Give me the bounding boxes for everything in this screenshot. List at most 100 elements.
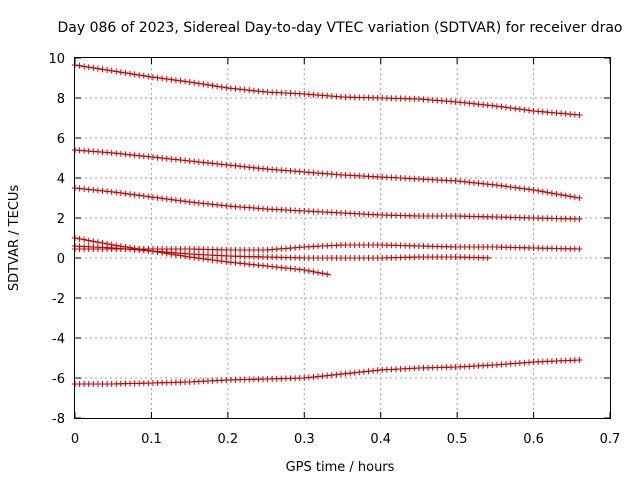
series-satellite-2 [72, 147, 583, 201]
data-point [214, 83, 221, 90]
data-point [200, 81, 207, 88]
data-point [177, 252, 184, 259]
data-point [204, 81, 211, 88]
x-tick-labels: 0 0.1 0.2 0.3 0.4 0.5 0.6 0.7 [71, 432, 620, 447]
data-point [81, 236, 88, 243]
data-point [576, 216, 583, 222]
data-point [525, 186, 532, 193]
data-point [117, 69, 124, 76]
data-point [163, 76, 170, 82]
series-satellite-1 [72, 62, 583, 118]
data-point [558, 191, 565, 198]
data-point [507, 184, 514, 190]
data-point [85, 64, 92, 71]
data-point [182, 253, 189, 260]
y-tick-label: -8 [52, 412, 65, 427]
data-point [186, 79, 193, 85]
data-point [145, 193, 152, 200]
data-point [516, 106, 523, 113]
data-point [191, 254, 198, 261]
data-point [191, 79, 198, 86]
data-point [127, 244, 134, 251]
data-point [503, 104, 510, 111]
data-point [539, 188, 546, 195]
y-tick-label: -4 [52, 332, 65, 347]
y-tick-label: 10 [48, 52, 65, 67]
data-point [200, 255, 207, 262]
data-point [149, 74, 156, 81]
series-satellite-6 [72, 235, 332, 278]
data-point [122, 243, 129, 250]
data-point [168, 196, 175, 203]
data-point [319, 270, 326, 277]
data-point [530, 187, 537, 193]
data-point [99, 66, 106, 73]
data-point [76, 235, 83, 242]
data-point [214, 257, 221, 264]
data-point [209, 257, 216, 263]
data-point [576, 246, 583, 252]
data-point [503, 183, 510, 190]
data-point [94, 239, 101, 246]
data-point [172, 251, 179, 258]
data-point [493, 182, 500, 189]
data-point [113, 189, 120, 196]
data-point [182, 78, 189, 85]
data-point [94, 65, 101, 72]
data-point [108, 241, 115, 248]
y-tick-label: 6 [57, 132, 65, 147]
data-point [172, 77, 179, 84]
y-axis-label: SDTVAR / TECUs [7, 185, 22, 292]
x-tick-label: 0 [71, 432, 79, 447]
x-tick-label: 0.2 [218, 432, 239, 447]
data-point [140, 193, 147, 199]
x-tick-label: 0.1 [141, 432, 162, 447]
data-point [154, 194, 161, 201]
data-point [108, 188, 115, 195]
data-point [498, 182, 505, 189]
data-point [218, 84, 225, 91]
data-point [315, 269, 322, 276]
series-layer [72, 62, 583, 387]
data-point [168, 251, 175, 258]
data-point [90, 238, 97, 245]
data-point [159, 249, 166, 256]
data-point [562, 192, 569, 199]
data-point [163, 196, 170, 202]
data-point [122, 190, 129, 197]
data-point [136, 192, 143, 199]
data-point [182, 198, 189, 205]
data-point [113, 242, 120, 249]
data-point [131, 191, 138, 198]
axis-ticks [74, 57, 611, 419]
data-point [140, 72, 147, 79]
x-tick-label: 0.5 [447, 432, 468, 447]
data-point [484, 254, 491, 261]
data-point [195, 80, 202, 87]
data-point [149, 194, 156, 201]
data-point [154, 74, 161, 81]
data-point [567, 193, 574, 200]
data-point [117, 243, 124, 250]
y-tick-label: 0 [57, 252, 65, 267]
data-point [177, 77, 184, 84]
grid [75, 58, 610, 418]
data-point [108, 67, 115, 74]
series-line [75, 359, 580, 385]
data-point [104, 67, 111, 74]
data-point [576, 195, 583, 201]
data-point [117, 190, 124, 196]
data-point [127, 70, 134, 77]
data-point [324, 271, 331, 278]
data-point [99, 240, 106, 247]
plot-frame [74, 57, 611, 419]
series-satellite-3 [72, 185, 583, 222]
data-point [145, 73, 152, 80]
y-tick-label: 4 [57, 172, 65, 187]
y-tick-label: -6 [52, 372, 65, 387]
data-point [145, 247, 152, 254]
data-point [301, 267, 308, 273]
x-tick-label: 0.7 [600, 432, 621, 447]
series-satellite-7 [72, 357, 583, 387]
data-point [131, 71, 138, 78]
